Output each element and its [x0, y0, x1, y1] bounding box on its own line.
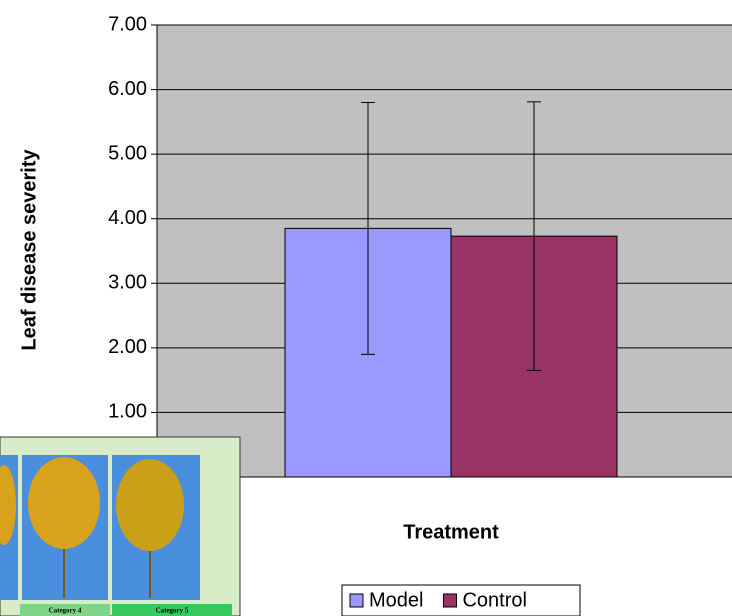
y-tick-label: 2.00 — [108, 336, 147, 358]
leaf — [116, 459, 184, 551]
y-tick-label: 4.00 — [108, 207, 147, 229]
y-tick-label: 5.00 — [108, 142, 147, 164]
inset-label: Category 5 — [156, 607, 189, 615]
legend-label: Model — [369, 589, 423, 611]
inset-image: Category 4 Category 5 — [0, 437, 240, 616]
y-tick-label: 1.00 — [108, 401, 147, 423]
y-axis-label: Leaf disease severity — [18, 149, 40, 351]
y-tick-label: 7.00 — [108, 13, 147, 35]
legend-swatch — [350, 594, 363, 607]
chart: Leaf disease severity Treatment Model Con… — [0, 0, 732, 616]
inset-label: Category 4 — [49, 607, 82, 615]
y-tick-label: 6.00 — [108, 78, 147, 100]
y-tick-label: 3.00 — [108, 272, 147, 294]
leaf — [28, 457, 100, 549]
legend-label: Control — [462, 589, 526, 611]
x-axis-label: Treatment — [403, 521, 499, 543]
legend-swatch — [443, 594, 456, 607]
